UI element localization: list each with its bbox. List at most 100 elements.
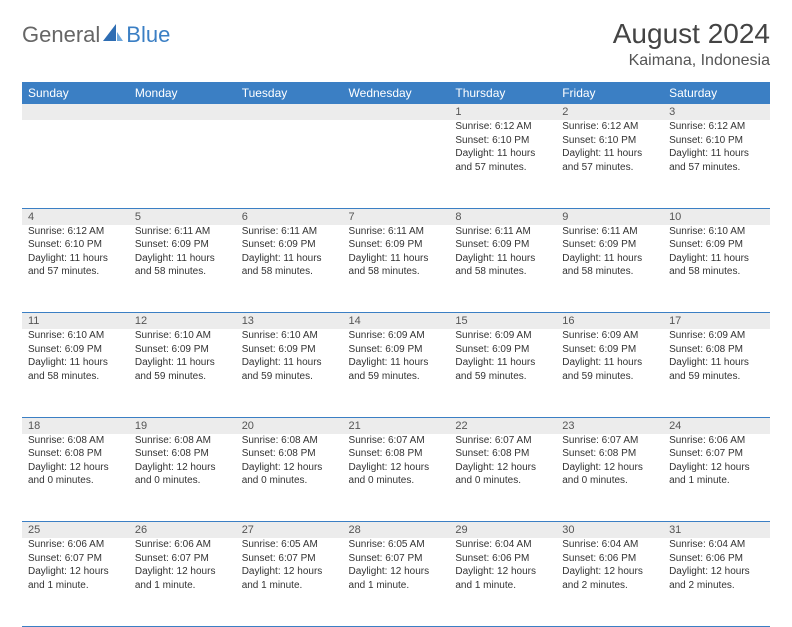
daylight-line: Daylight: 11 hours and 59 minutes. [562,356,657,383]
day-number-cell [236,104,343,120]
sunrise-line: Sunrise: 6:04 AM [455,538,550,552]
day-info-cell: Sunrise: 6:07 AMSunset: 6:08 PMDaylight:… [449,434,556,522]
day-number-cell: 1 [449,104,556,120]
day-number-cell: 16 [556,313,663,330]
day-info-cell: Sunrise: 6:08 AMSunset: 6:08 PMDaylight:… [236,434,343,522]
sunrise-line: Sunrise: 6:08 AM [28,434,123,448]
daylight-line: Daylight: 11 hours and 57 minutes. [28,252,123,279]
sunrise-line: Sunrise: 6:10 AM [135,329,230,343]
daylight-line: Daylight: 12 hours and 0 minutes. [135,461,230,488]
day-number-cell: 4 [22,208,129,225]
day-number-cell: 31 [663,522,770,539]
daylight-line: Daylight: 12 hours and 0 minutes. [242,461,337,488]
daylight-line: Daylight: 11 hours and 59 minutes. [349,356,444,383]
day-number-row: 123 [22,104,770,120]
day-info-row: Sunrise: 6:12 AM Sunset: 6:10 PMDaylight:… [22,120,770,208]
sunrise-line: Sunrise: 6:06 AM [135,538,230,552]
day-info-cell: Sunrise: 6:12 AMSunset: 6:10 PMDaylight:… [663,120,770,208]
sunrise-line: Sunrise: 6:10 AM [28,329,123,343]
day-number-cell: 7 [343,208,450,225]
daylight-line: Daylight: 11 hours and 58 minutes. [455,252,550,279]
weekday-header: Friday [556,82,663,104]
daylight-line: Daylight: 11 hours and 58 minutes. [135,252,230,279]
day-info-cell [236,120,343,208]
daylight-line: Daylight: 12 hours and 2 minutes. [669,565,764,592]
day-number-cell: 14 [343,313,450,330]
title-block: August 2024 Kaimana, Indonesia [613,18,770,70]
sunrise-line: Sunrise: 6:07 AM [455,434,550,448]
weekday-header: Sunday [22,82,129,104]
day-info-row: Sunrise: 6:12 AMSunset: 6:10 PMDaylight:… [22,225,770,313]
weekday-row: SundayMondayTuesdayWednesdayThursdayFrid… [22,82,770,104]
daylight-line: Daylight: 12 hours and 2 minutes. [562,565,657,592]
day-info-cell: Sunrise: 6:11 AMSunset: 6:09 PMDaylight:… [556,225,663,313]
day-number-cell: 3 [663,104,770,120]
daylight-line: Daylight: 11 hours and 59 minutes. [455,356,550,383]
daylight-line: Daylight: 12 hours and 1 minute. [455,565,550,592]
sunrise-line: Sunrise: 6:11 AM [562,225,657,239]
daylight-line: Daylight: 11 hours and 57 minutes. [455,147,550,174]
sunrise-line: Sunrise: 6:05 AM [349,538,444,552]
sunset-line: Sunset: 6:07 PM [669,447,764,461]
sunset-line: Sunset: 6:09 PM [135,238,230,252]
day-number-cell [129,104,236,120]
brand-logo: General Blue [22,18,170,48]
month-title: August 2024 [613,18,770,50]
day-number-cell: 5 [129,208,236,225]
daylight-line: Daylight: 12 hours and 0 minutes. [28,461,123,488]
sunrise-line: Sunrise: 6:06 AM [669,434,764,448]
day-number-cell: 20 [236,417,343,434]
day-number-cell: 11 [22,313,129,330]
day-number-cell: 28 [343,522,450,539]
sunrise-line: Sunrise: 6:09 AM [455,329,550,343]
sunrise-line: Sunrise: 6:09 AM [562,329,657,343]
sunset-line: Sunset: 6:07 PM [242,552,337,566]
day-info-cell: Sunrise: 6:11 AMSunset: 6:09 PMDaylight:… [129,225,236,313]
sunrise-line: Sunrise: 6:08 AM [135,434,230,448]
weekday-header: Saturday [663,82,770,104]
day-number-cell: 21 [343,417,450,434]
day-info-cell: Sunrise: 6:04 AMSunset: 6:06 PMDaylight:… [663,538,770,626]
day-info-cell: Sunrise: 6:09 AMSunset: 6:09 PMDaylight:… [343,329,450,417]
sunrise-line: Sunrise: 6:11 AM [349,225,444,239]
sunset-line: Sunset: 6:09 PM [349,238,444,252]
daylight-line: Daylight: 12 hours and 1 minute. [349,565,444,592]
day-info-row: Sunrise: 6:06 AMSunset: 6:07 PMDaylight:… [22,538,770,626]
day-number-cell: 25 [22,522,129,539]
daylight-line: Daylight: 11 hours and 59 minutes. [242,356,337,383]
sunset-line: Sunset: 6:09 PM [349,343,444,357]
day-number-cell: 12 [129,313,236,330]
day-number-cell: 17 [663,313,770,330]
calendar-body: 123Sunrise: 6:12 AMSunset: 6:10 PMDaylig… [22,104,770,626]
day-info-cell: Sunrise: 6:10 AMSunset: 6:09 PMDaylight:… [22,329,129,417]
sunset-line: Sunset: 6:08 PM [349,447,444,461]
sunset-line: Sunset: 6:10 PM [455,134,550,148]
day-info-cell: Sunrise: 6:12 AMSunset: 6:10 PMDaylight:… [556,120,663,208]
daylight-line: Daylight: 11 hours and 58 minutes. [28,356,123,383]
weekday-header: Wednesday [343,82,450,104]
sunset-line: Sunset: 6:09 PM [28,343,123,357]
day-info-cell: Sunrise: 6:05 AMSunset: 6:07 PMDaylight:… [343,538,450,626]
weekday-header: Tuesday [236,82,343,104]
daylight-line: Daylight: 12 hours and 0 minutes. [455,461,550,488]
sunset-line: Sunset: 6:07 PM [135,552,230,566]
sunrise-line: Sunrise: 6:09 AM [669,329,764,343]
day-number-cell: 18 [22,417,129,434]
day-number-row: 11121314151617 [22,313,770,330]
day-number-cell: 26 [129,522,236,539]
sunset-line: Sunset: 6:06 PM [562,552,657,566]
day-number-cell: 13 [236,313,343,330]
daylight-line: Daylight: 12 hours and 0 minutes. [349,461,444,488]
sunset-line: Sunset: 6:09 PM [135,343,230,357]
day-number-cell: 22 [449,417,556,434]
day-number-cell: 2 [556,104,663,120]
sunrise-line: Sunrise: 6:12 AM [28,225,123,239]
sunrise-line: Sunrise: 6:12 AM [562,120,657,134]
sunset-line: Sunset: 6:06 PM [669,552,764,566]
sunrise-line: Sunrise: 6:11 AM [455,225,550,239]
sunrise-line: Sunrise: 6:04 AM [562,538,657,552]
daylight-line: Daylight: 12 hours and 1 minute. [669,461,764,488]
day-number-cell: 9 [556,208,663,225]
day-info-cell: Sunrise: 6:09 AMSunset: 6:08 PMDaylight:… [663,329,770,417]
day-number-cell: 30 [556,522,663,539]
